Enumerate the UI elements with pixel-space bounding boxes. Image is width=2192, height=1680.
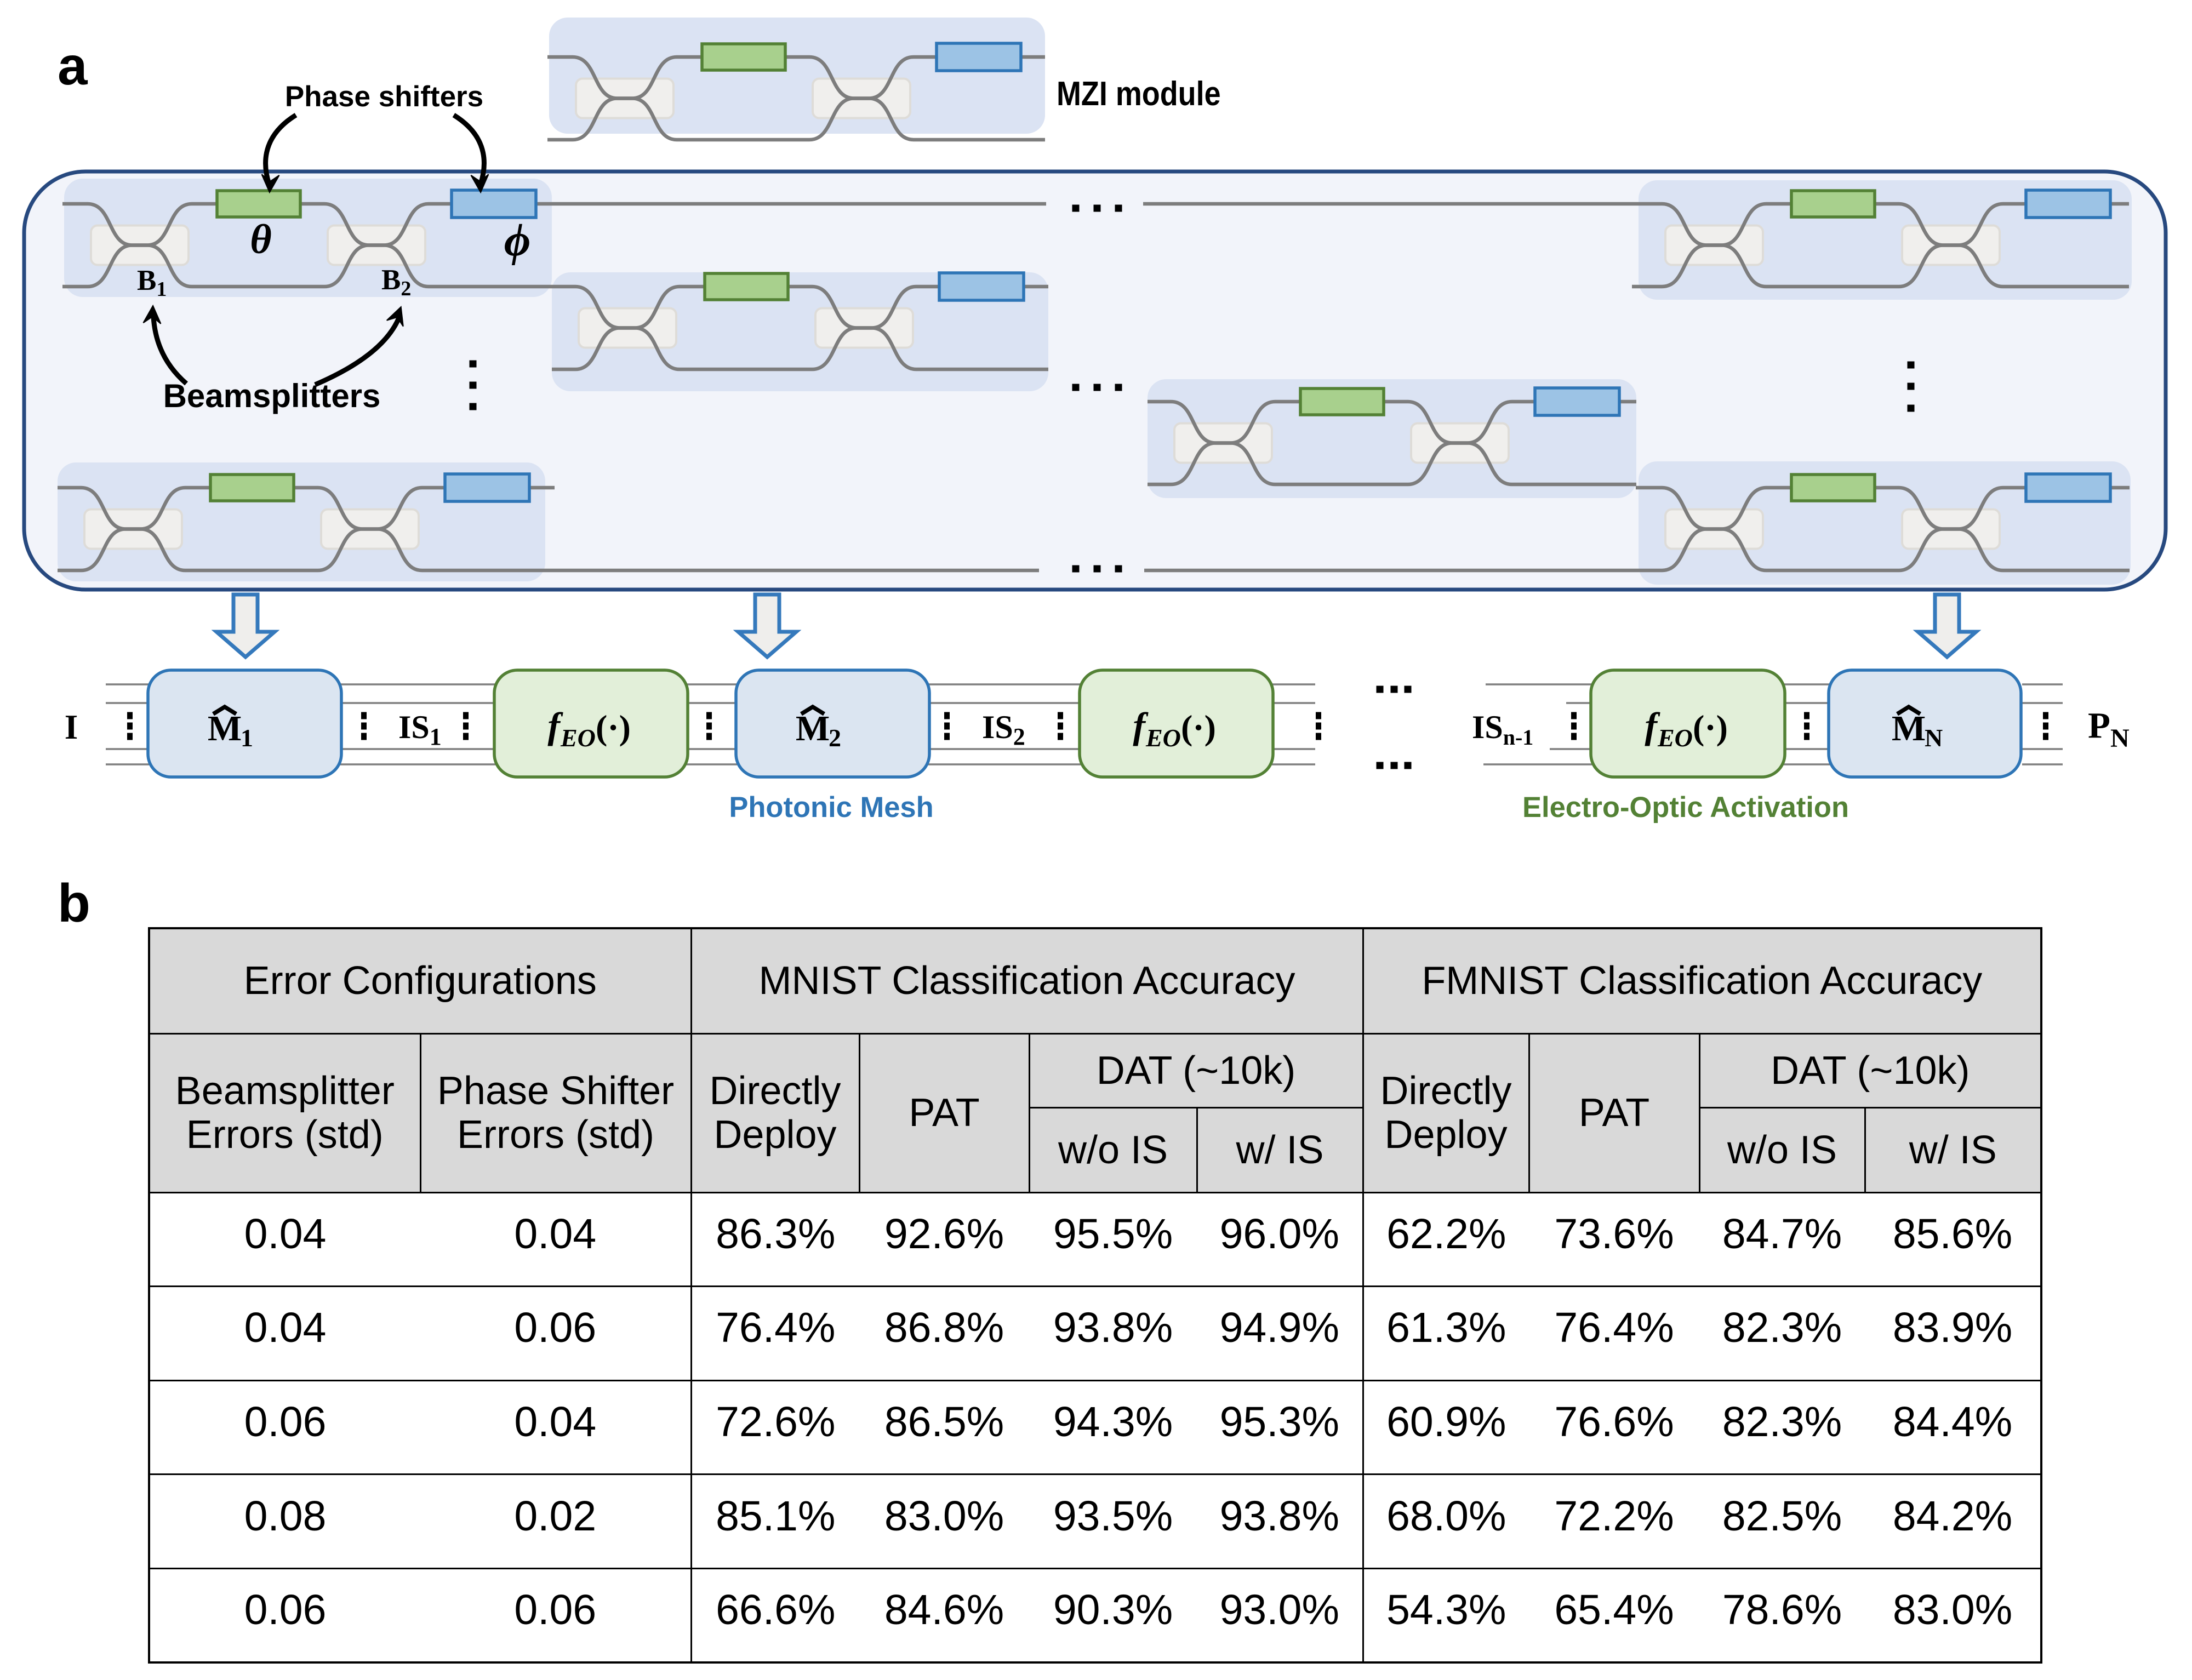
svg-text:M: M <box>796 708 830 748</box>
svg-text:θ: θ <box>250 216 271 262</box>
svg-text:EO: EO <box>560 724 596 752</box>
svg-text:Electro-Optic Activation: Electro-Optic Activation <box>1522 791 1849 824</box>
svg-text:IS1: IS1 <box>398 709 442 750</box>
svg-text:(·): (·) <box>596 708 631 747</box>
svg-text:2: 2 <box>829 724 841 752</box>
svg-text:ISn-1: ISn-1 <box>1472 709 1533 750</box>
svg-text:b: b <box>58 873 90 926</box>
svg-text:M: M <box>1892 708 1926 748</box>
svg-text:ϕ: ϕ <box>504 215 531 266</box>
svg-text:Photonic Mesh: Photonic Mesh <box>729 791 933 824</box>
svg-text:(·): (·) <box>1693 708 1728 747</box>
svg-text:IS2: IS2 <box>982 709 1025 750</box>
svg-text:I: I <box>65 708 78 746</box>
svg-text:1: 1 <box>241 724 253 752</box>
svg-text:(·): (·) <box>1181 708 1216 747</box>
svg-text:a: a <box>58 36 88 96</box>
svg-text:Beamsplitters: Beamsplitters <box>163 378 381 414</box>
svg-text:N: N <box>1925 724 1943 752</box>
svg-text:M: M <box>208 708 242 748</box>
svg-text:EO: EO <box>1145 724 1181 752</box>
svg-text:EO: EO <box>1657 724 1693 752</box>
svg-text:B2: B2 <box>381 264 411 300</box>
svg-text:Phase shifters: Phase shifters <box>285 81 483 113</box>
svg-text:MZI module: MZI module <box>1057 75 1221 113</box>
svg-text:PN: PN <box>2088 705 2130 753</box>
